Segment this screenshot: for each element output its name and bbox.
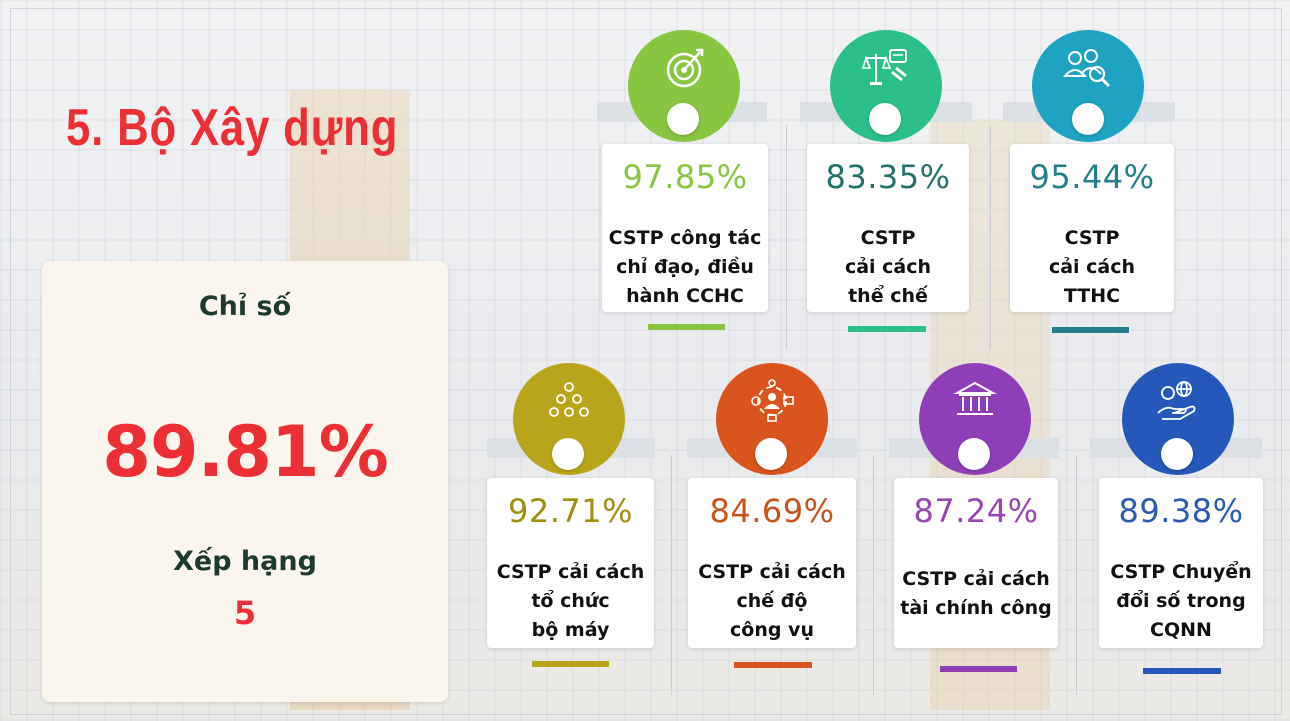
- color-bar: [1052, 327, 1129, 333]
- summary-panel: Chỉ số 89.81% Xếp hạng 5: [42, 261, 448, 702]
- card-description: CSTP cải cách chế độ công vụ: [698, 561, 846, 641]
- target-icon: [628, 30, 740, 142]
- color-bar: [648, 324, 725, 330]
- color-bar: [532, 661, 609, 667]
- connector-line: [873, 455, 874, 695]
- connector-line: [786, 125, 787, 350]
- rank-value: 5: [233, 594, 257, 632]
- connector-line: [1076, 455, 1077, 695]
- card-percent: 84.69%: [709, 492, 835, 530]
- page-title: 5. Bộ Xây dựng: [66, 99, 399, 157]
- card-percent: 97.85%: [622, 158, 748, 196]
- color-bar: [1143, 668, 1221, 674]
- connector-line: [990, 125, 991, 350]
- card-description: CSTP cải cách tài chính công: [900, 568, 1052, 619]
- card-description: CSTP công tác chỉ đạo, điều hành CCHC: [608, 227, 762, 307]
- card-percent: 92.71%: [507, 492, 633, 530]
- index-label: Chỉ số: [198, 291, 292, 322]
- card-description: CSTP Chuyển đổi số trong CQNN: [1110, 561, 1252, 641]
- card-percent: 87.24%: [913, 492, 1039, 530]
- color-bar: [734, 662, 812, 668]
- card-description: CSTP cải cách thể chế: [844, 227, 932, 307]
- card-percent: 89.38%: [1118, 492, 1244, 530]
- card-percent: 83.35%: [825, 158, 951, 196]
- connector-line: [671, 455, 672, 695]
- color-bar: [940, 666, 1017, 672]
- rank-label: Xếp hạng: [173, 546, 317, 577]
- card-percent: 95.44%: [1029, 158, 1155, 196]
- card-description: CSTP cải cách TTHC: [1048, 227, 1136, 307]
- card-description: CSTP cải cách tổ chức bộ máy: [496, 561, 645, 641]
- index-value: 89.81%: [102, 411, 389, 493]
- color-bar: [848, 326, 926, 332]
